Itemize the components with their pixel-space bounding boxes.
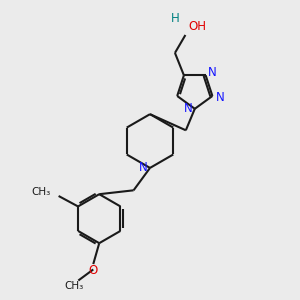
Text: N: N [184, 102, 193, 115]
Text: N: N [215, 91, 224, 104]
Text: CH₃: CH₃ [64, 281, 83, 292]
Text: H: H [171, 12, 179, 25]
Text: OH: OH [188, 20, 206, 33]
Text: N: N [208, 66, 217, 79]
Text: CH₃: CH₃ [31, 188, 50, 197]
Text: O: O [88, 264, 98, 277]
Text: N: N [139, 161, 148, 174]
